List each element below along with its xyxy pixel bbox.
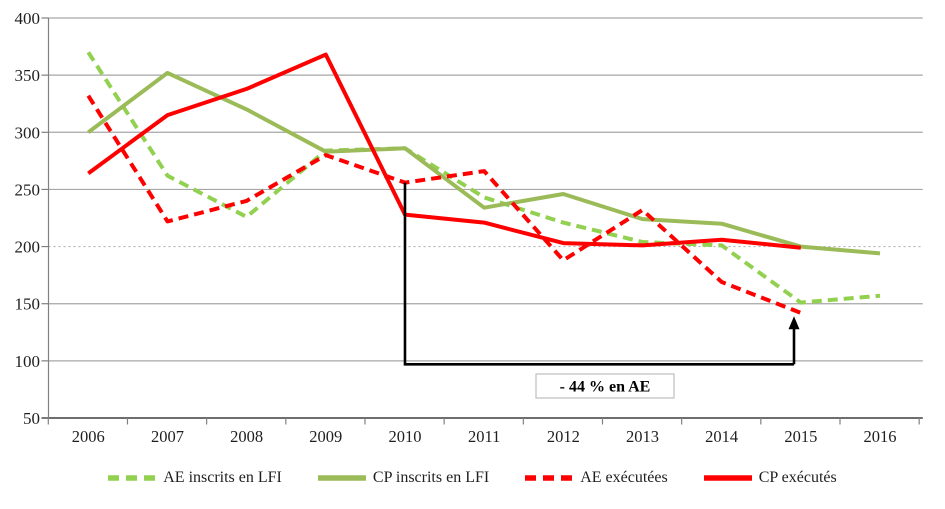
x-axis-label-2009: 2009 <box>309 427 342 446</box>
legend-dashed-swatch-icon <box>525 475 574 481</box>
legend-solid-swatch-icon <box>703 475 752 481</box>
x-axis-label-2015: 2015 <box>784 427 817 446</box>
series-line-cp-executes <box>87 52 802 250</box>
annotation-bracket <box>403 182 800 366</box>
x-axis-label-2011: 2011 <box>468 427 500 446</box>
legend-dashed-swatch-icon <box>108 475 157 481</box>
x-axis-label-2008: 2008 <box>230 427 263 446</box>
arrow-head <box>788 316 800 330</box>
annotation-box <box>535 373 675 399</box>
y-axis-label-300: 300 <box>15 123 41 142</box>
series-line-ae-inscrits-en-lfi <box>86 51 881 305</box>
x-axis-label-2006: 2006 <box>72 427 105 446</box>
x-axis-label-2007: 2007 <box>151 427 184 446</box>
chart-canvas: - 44 % en AE 400 350 300 250 200 150 100 50 2006… <box>15 9 923 446</box>
legend-label-cp-inscrits-en-lfi: CP inscrits en LFI <box>372 469 490 486</box>
y-axis-label-250: 250 <box>15 180 41 199</box>
chart-legend: AE inscrits en LFI CP inscrits en LFI AE e… <box>0 460 945 496</box>
x-axis-label-2014: 2014 <box>705 427 738 446</box>
y-axis-label-50: 50 <box>23 409 40 428</box>
legend-label-ae-inscrits-en-lfi: AE inscrits en LFI <box>163 469 282 486</box>
series-line-ae-executees <box>86 94 802 315</box>
y-axis-label-400: 400 <box>15 9 41 28</box>
annotation-label-box: - 44 % en AE <box>535 373 675 399</box>
y-axis-label-100: 100 <box>15 352 41 371</box>
legend-solid-swatch-icon <box>317 475 366 481</box>
x-axis-label-2016: 2016 <box>864 427 897 446</box>
x-axis-label-2013: 2013 <box>626 427 659 446</box>
x-axis-label-2012: 2012 <box>547 427 580 446</box>
y-axis-label-200: 200 <box>15 238 41 257</box>
legend-item-cp-executes: CP exécutés <box>703 469 837 487</box>
legend-item-cp-inscrits-en-lfi: CP inscrits en LFI <box>317 469 490 487</box>
legend-item-ae-inscrits-en-lfi: AE inscrits en LFI <box>108 469 282 487</box>
y-axis-label-350: 350 <box>15 66 41 85</box>
legend-label-cp-executes: CP exécutés <box>758 469 837 486</box>
gridlines <box>41 17 923 419</box>
legend-label-ae-executees: AE exécutées <box>580 469 668 486</box>
legend-item-ae-executees: AE exécutées <box>525 469 668 487</box>
axes <box>41 17 920 425</box>
annotation-text: - 44 % en AE <box>560 379 651 396</box>
x-axis-label-2010: 2010 <box>388 427 421 446</box>
series-lines <box>86 51 881 315</box>
y-axis-label-150: 150 <box>15 295 41 314</box>
bracket-line <box>403 182 794 366</box>
axis-labels: 400 350 300 250 200 150 100 50 2006 2007 2008 2009 2… <box>15 9 897 446</box>
